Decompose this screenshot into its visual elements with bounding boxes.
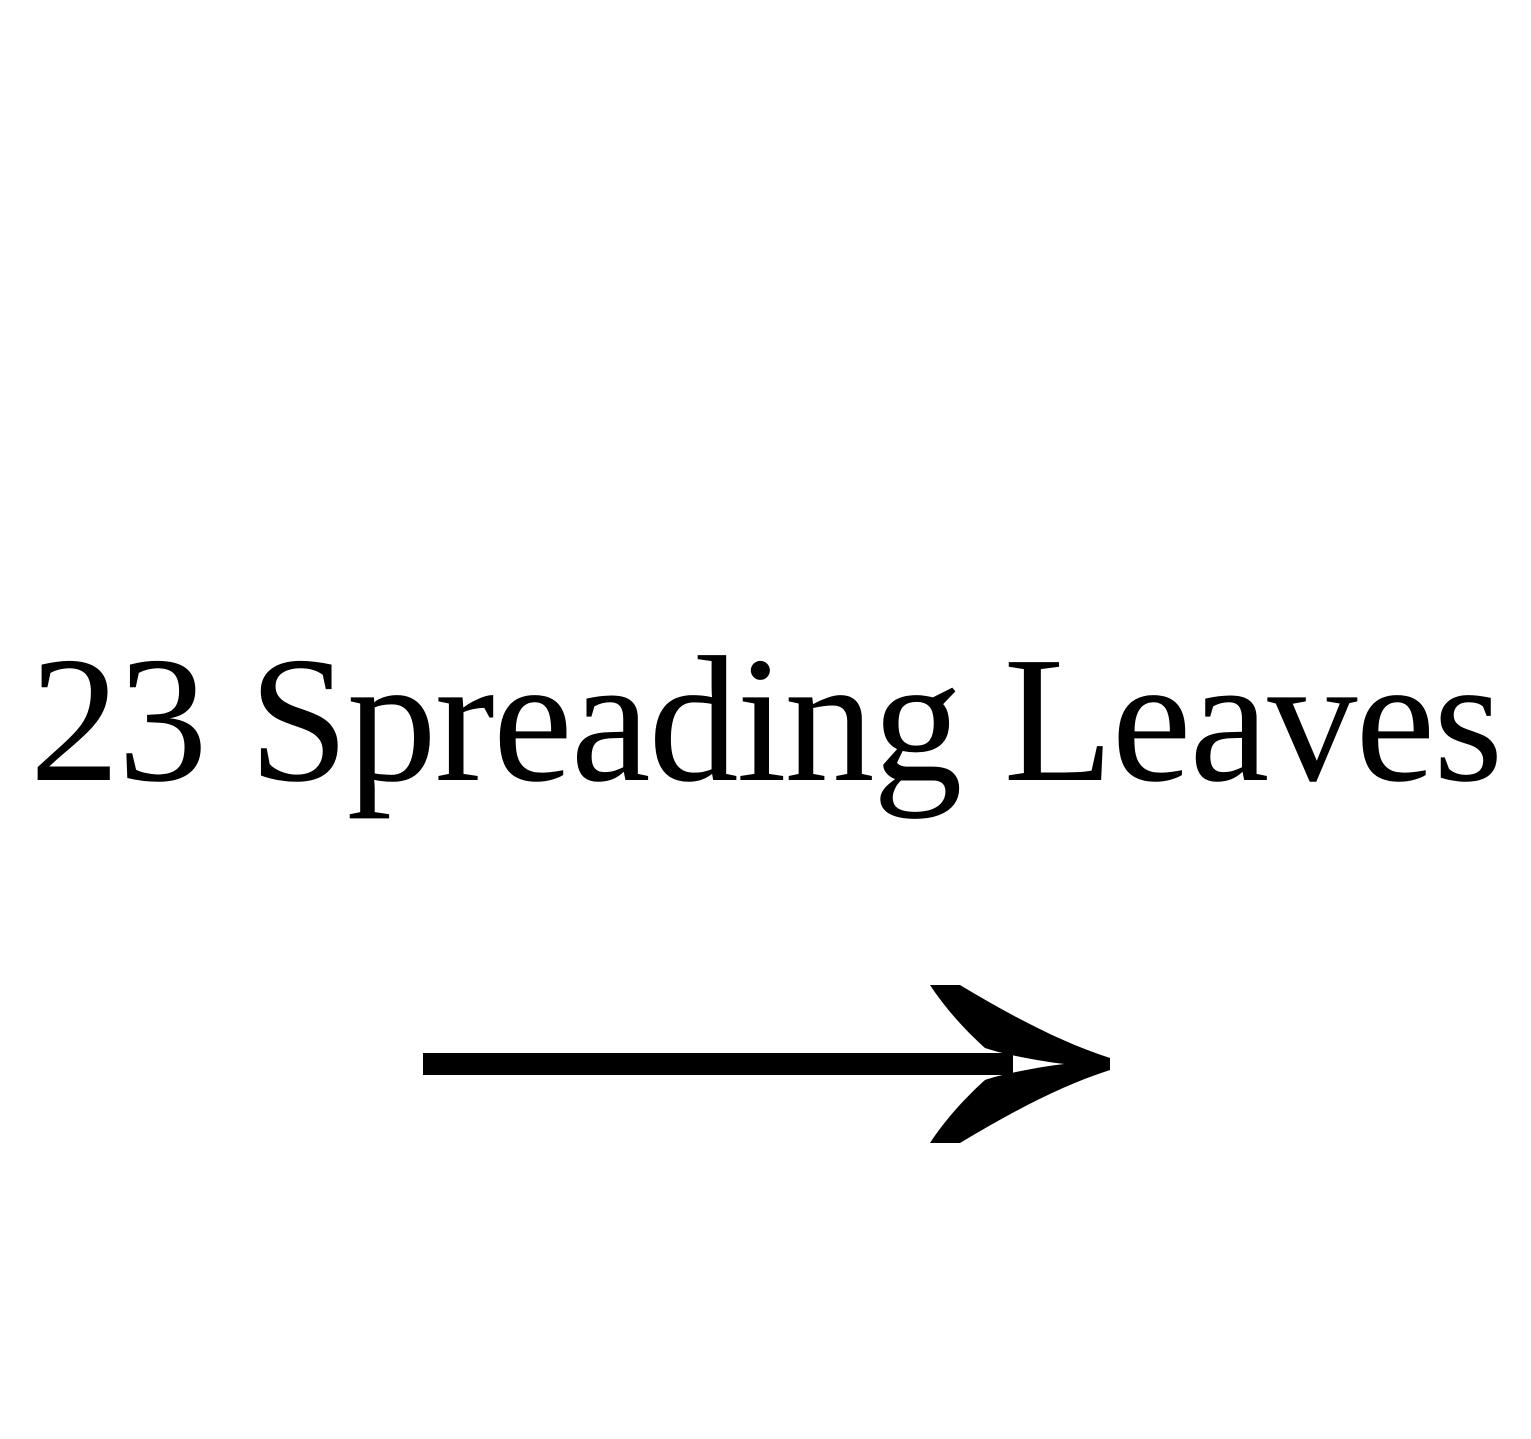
page-title: 23 Spreading Leaves [29, 620, 1504, 819]
right-arrow-icon[interactable] [420, 980, 1110, 1150]
